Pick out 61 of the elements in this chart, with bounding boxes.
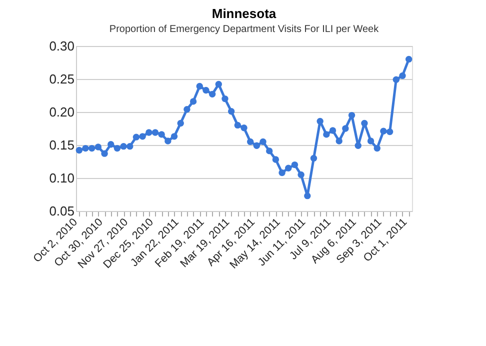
point: [170, 133, 178, 140]
y-tick-label: 0.25: [49, 72, 74, 86]
point: [120, 142, 127, 150]
point: [354, 142, 362, 150]
point: [82, 144, 89, 152]
y-tick-label: 0.10: [49, 170, 74, 186]
point: [272, 156, 280, 163]
point: [152, 129, 159, 136]
point: [114, 144, 121, 152]
point: [392, 76, 400, 84]
point: [367, 138, 374, 144]
point: [291, 161, 298, 168]
point: [94, 144, 102, 150]
point: [184, 106, 190, 113]
point: [310, 154, 318, 162]
point: [208, 90, 216, 98]
point: [298, 171, 304, 178]
point: [146, 129, 152, 136]
y-tick-label: 0.05: [49, 204, 74, 218]
point: [405, 56, 412, 63]
point: [222, 95, 228, 102]
point: [132, 134, 140, 140]
point: [88, 144, 96, 152]
point: [329, 127, 336, 134]
point: [285, 164, 292, 172]
point: [374, 144, 380, 152]
point: [348, 112, 356, 119]
point: [399, 72, 406, 80]
y-tick-label: 0.15: [49, 138, 74, 152]
y-tick-label: 0.20: [49, 104, 74, 120]
point: [323, 131, 330, 138]
point: [158, 131, 165, 138]
point: [266, 148, 273, 154]
point: [108, 140, 114, 148]
point: [336, 138, 342, 144]
point: [196, 82, 203, 90]
point: [253, 142, 260, 150]
point: [304, 192, 311, 200]
point: [139, 133, 146, 140]
point: [234, 122, 242, 129]
point: [380, 128, 387, 134]
point: [101, 150, 108, 157]
point: [164, 138, 172, 144]
chart-title: Minnesota: [212, 6, 277, 21]
point: [190, 98, 197, 105]
point: [177, 120, 184, 127]
point: [386, 128, 394, 136]
point: [240, 124, 248, 132]
point: [342, 125, 349, 132]
y-tick-label: 0.30: [49, 38, 74, 54]
chart-subtitle: Proportion of Emergency Department Visits For ILI per Week: [109, 24, 380, 35]
point: [260, 138, 266, 146]
point: [316, 118, 324, 125]
point: [126, 142, 134, 150]
point: [76, 146, 83, 154]
point: [202, 86, 210, 94]
point: [361, 120, 368, 127]
point: [278, 169, 286, 176]
point: [246, 138, 254, 146]
point: [215, 80, 222, 88]
point: [228, 108, 235, 115]
